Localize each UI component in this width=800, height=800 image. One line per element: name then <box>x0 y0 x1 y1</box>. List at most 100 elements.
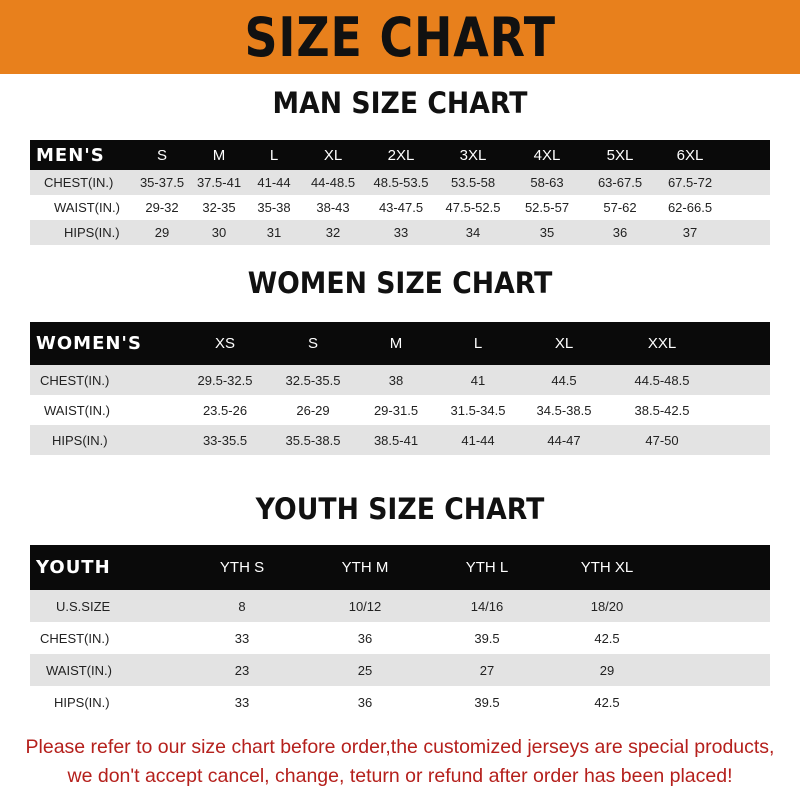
size-header: 6XL <box>676 146 704 164</box>
row-label: WOMEN'S <box>36 333 142 354</box>
row-label: WAIST(IN.) <box>54 200 120 215</box>
size-value: 42.5 <box>594 630 620 646</box>
size-value: 31 <box>266 225 282 240</box>
size-value: 10/12 <box>348 598 382 614</box>
row-label: CHEST(IN.) <box>44 175 114 190</box>
row-label: WAIST(IN.) <box>44 402 110 418</box>
size-value: 35.5-38.5 <box>285 432 341 448</box>
size-header: YTH M <box>341 559 389 576</box>
size-value: 33 <box>234 694 250 710</box>
men-size-table: MEN'S S M L XL 2XL 3XL 4XL 5XL 6XL CHEST(IN.) 35-37… <box>30 140 770 245</box>
size-header: M <box>389 335 403 352</box>
size-value: 44.5-48.5 <box>634 372 690 388</box>
size-value: 48.5-53.5 <box>373 175 429 190</box>
size-value: 44-48.5 <box>310 175 356 190</box>
size-value: 29 <box>154 225 170 240</box>
row-label: CHEST(IN.) <box>40 372 110 388</box>
size-header: XL <box>554 335 574 352</box>
size-value: 47-50 <box>645 432 679 448</box>
women-size-table: WOMEN'S XS S M L XL XXL CHEST(IN.) 29.5-32.5 32.5… <box>30 322 770 455</box>
table-row: U.S.SIZE 8 10/12 14/16 18/20 <box>30 590 770 622</box>
size-value: 39.5 <box>474 694 500 710</box>
size-header: 3XL <box>459 146 487 164</box>
table-row: CHEST(IN.) 35-37.5 37.5-41 41-44 44-48.5 48.5… <box>30 170 770 195</box>
youth-title: YOUTH SIZE CHART <box>255 492 545 526</box>
size-value: 29.5-32.5 <box>197 372 253 388</box>
size-value: 30 <box>211 225 227 240</box>
table-row: HIPS(IN.) 33 36 39.5 42.5 <box>30 686 770 718</box>
size-value: 41 <box>470 372 486 388</box>
size-value: 33 <box>234 630 250 646</box>
size-header: XL <box>323 146 343 164</box>
youth-size-table: YOUTH YTH S YTH M YTH L YTH XL U.S.SIZE 8 10/12… <box>30 545 770 718</box>
size-value: 37 <box>682 225 698 240</box>
row-label: MEN'S <box>36 144 105 166</box>
header-row: YOUTH YTH S YTH M YTH L YTH XL <box>30 545 770 590</box>
row-label: WAIST(IN.) <box>46 662 112 678</box>
size-value: 32 <box>325 225 341 240</box>
size-value: 52.5-57 <box>524 200 570 215</box>
size-header: M <box>212 146 226 164</box>
size-value: 38.5-41 <box>373 432 419 448</box>
size-header: YTH S <box>219 559 265 576</box>
notice-line-1: Please refer to our size chart before or… <box>25 736 775 758</box>
header-row: WOMEN'S XS S M L XL XXL <box>30 322 770 365</box>
size-value: 34.5-38.5 <box>536 402 592 418</box>
size-header: 5XL <box>606 146 634 164</box>
row-label: U.S.SIZE <box>56 598 111 614</box>
size-header: 4XL <box>533 146 561 164</box>
table-row: CHEST(IN.) 33 36 39.5 42.5 <box>30 622 770 654</box>
size-header: XXL <box>647 335 677 352</box>
size-value: 14/16 <box>470 598 504 614</box>
men-title: MAN SIZE CHART <box>272 86 528 120</box>
size-value: 36 <box>612 225 628 240</box>
size-value: 33-35.5 <box>202 432 248 448</box>
size-value: 38-43 <box>316 200 350 215</box>
size-value: 47.5-52.5 <box>445 200 501 215</box>
size-value: 62-66.5 <box>667 200 713 215</box>
size-value: 23 <box>234 662 250 678</box>
banner: SIZE CHART <box>0 0 800 74</box>
size-value: 35-37.5 <box>139 175 185 190</box>
size-header: S <box>307 335 319 352</box>
size-value: 35-38 <box>257 200 291 215</box>
size-value: 57-62 <box>603 200 637 215</box>
size-value: 29 <box>599 662 615 678</box>
size-value: 29-31.5 <box>373 402 419 418</box>
table-row: HIPS(IN.) 29 30 31 32 33 34 35 36 37 <box>30 220 770 245</box>
size-value: 41-44 <box>257 175 291 190</box>
size-value: 25 <box>357 662 373 678</box>
size-value: 63-67.5 <box>597 175 643 190</box>
table-row: WAIST(IN.) 29-32 32-35 35-38 38-43 43-47.5 47.… <box>30 195 770 220</box>
women-title: WOMEN SIZE CHART <box>247 266 553 300</box>
row-label: HIPS(IN.) <box>52 432 108 448</box>
row-label: YOUTH <box>36 557 111 578</box>
size-value: 37.5-41 <box>196 175 242 190</box>
size-value: 29-32 <box>145 200 179 215</box>
size-value: 18/20 <box>590 598 624 614</box>
size-value: 67.5-72 <box>667 175 713 190</box>
size-value: 35 <box>539 225 555 240</box>
table-row: HIPS(IN.) 33-35.5 35.5-38.5 38.5-41 41-44 44-… <box>30 425 770 455</box>
size-header: L <box>269 146 279 164</box>
size-value: 38.5-42.5 <box>634 402 690 418</box>
size-value: 31.5-34.5 <box>450 402 506 418</box>
table-row: CHEST(IN.) 29.5-32.5 32.5-35.5 38 41 44.5 44.5… <box>30 365 770 395</box>
table-row: WAIST(IN.) 23.5-26 26-29 29-31.5 31.5-34.5 34… <box>30 395 770 425</box>
size-value: 53.5-58 <box>450 175 496 190</box>
size-value: 26-29 <box>296 402 330 418</box>
size-header: S <box>156 146 168 164</box>
size-value: 23.5-26 <box>202 402 248 418</box>
size-header: L <box>473 335 483 352</box>
size-value: 27 <box>479 662 495 678</box>
size-value: 41-44 <box>461 432 495 448</box>
row-label: CHEST(IN.) <box>40 630 110 646</box>
size-header: YTH XL <box>580 559 634 576</box>
size-value: 43-47.5 <box>378 200 424 215</box>
banner-title: SIZE CHART <box>244 5 556 69</box>
row-label: HIPS(IN.) <box>54 694 110 710</box>
size-value: 58-63 <box>530 175 564 190</box>
size-value: 42.5 <box>594 694 620 710</box>
size-value: 32-35 <box>202 200 236 215</box>
size-value: 39.5 <box>474 630 500 646</box>
